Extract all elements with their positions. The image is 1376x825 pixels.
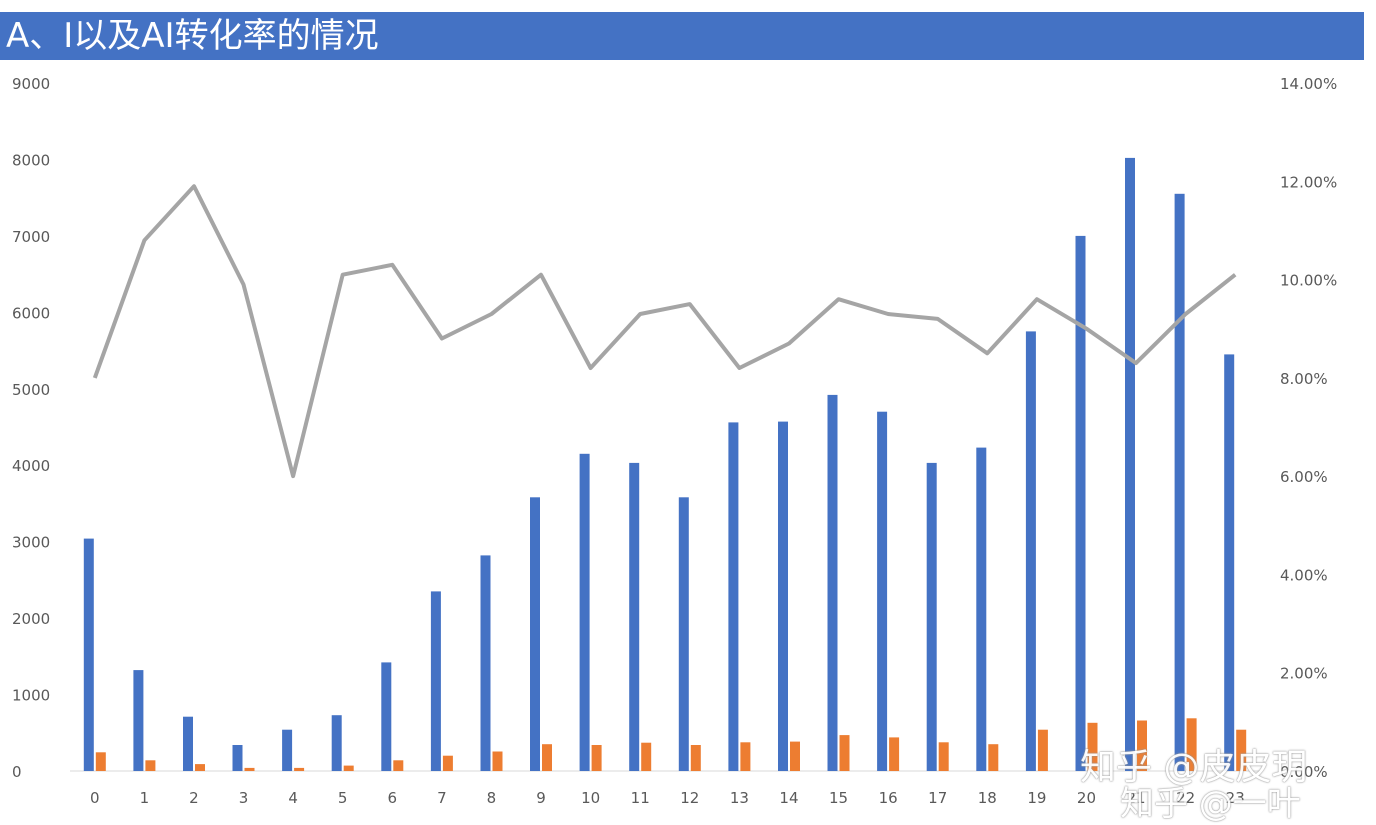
rate-line (92, 184, 1237, 479)
bar-a (678, 497, 689, 771)
y-left-tick-label: 0 (12, 763, 22, 781)
bar-a (926, 462, 937, 771)
bar-a (430, 591, 441, 771)
x-tick-label: 22 (1176, 789, 1195, 807)
bar-i (790, 741, 800, 771)
x-tick-label: 6 (388, 789, 398, 807)
y-left-tick-label: 8000 (12, 151, 50, 169)
bar-a (1025, 331, 1036, 771)
bar-i (641, 742, 652, 771)
bar-a (381, 662, 392, 771)
y-left-tick-label: 9000 (12, 75, 50, 93)
bar-a (1125, 157, 1135, 771)
bar-a (728, 422, 739, 771)
y-left-tick-label: 2000 (12, 610, 50, 628)
bar-i (740, 742, 751, 771)
y-left-tick-label: 6000 (12, 304, 50, 322)
bar-i (889, 737, 900, 771)
bar-a (232, 745, 243, 771)
y-left-tick-label: 5000 (12, 381, 50, 399)
y-right-tick-label: 14.00% (1280, 75, 1337, 93)
bar-a (629, 462, 640, 771)
x-tick-label: 18 (978, 789, 997, 807)
bar-i (938, 742, 949, 771)
y-left-tick-label: 4000 (12, 457, 50, 475)
bar-a (976, 447, 987, 771)
bar-a (530, 497, 540, 771)
bar-a (579, 453, 590, 771)
bar-a (83, 538, 94, 771)
bar-i (393, 760, 404, 771)
x-tick-label: 15 (829, 789, 848, 807)
x-tick-label: 16 (879, 789, 898, 807)
y-right-tick-label: 12.00% (1280, 173, 1337, 191)
bar-i (988, 744, 999, 771)
y-left-tick-label: 1000 (12, 687, 50, 705)
y-right-tick-label: 0.00% (1280, 763, 1328, 781)
y-right-tick-label: 8.00% (1280, 370, 1328, 388)
bar-a (183, 716, 193, 771)
bar-i (145, 760, 156, 771)
x-tick-label: 10 (581, 789, 600, 807)
x-tick-label: 23 (1226, 789, 1245, 807)
y-right-tick-label: 4.00% (1280, 566, 1328, 584)
x-tick-label: 14 (779, 789, 798, 807)
bar-i (492, 751, 503, 771)
x-tick-label: 9 (536, 789, 546, 807)
bar-a (282, 729, 293, 771)
bar-i (294, 767, 305, 771)
y-right-tick-label: 6.00% (1280, 468, 1328, 486)
bar-i (542, 744, 552, 771)
y-right-tick-label: 10.00% (1280, 272, 1337, 290)
bar-a (827, 394, 838, 771)
bar-i (95, 752, 106, 771)
watermark-1: 知乎 @皮皮玥 (1080, 747, 1308, 788)
bar-i (343, 765, 354, 771)
x-tick-label: 8 (487, 789, 497, 807)
bar-a (133, 670, 144, 771)
watermark-2: 知乎 @一叶 (1120, 784, 1301, 824)
bar-i (839, 735, 850, 771)
x-tick-label: 21 (1126, 789, 1145, 807)
bar-a (877, 411, 888, 771)
x-tick-label: 7 (437, 789, 447, 807)
bar-i (1037, 729, 1048, 771)
bar-a (1075, 235, 1086, 771)
bar-i (1186, 718, 1197, 771)
x-tick-label: 12 (680, 789, 699, 807)
bar-i (244, 767, 255, 771)
bar-i (195, 764, 205, 771)
bar-i (1087, 722, 1098, 771)
bar-i (442, 755, 453, 771)
bar-a (1224, 354, 1235, 771)
y-left-tick-label: 7000 (12, 228, 50, 246)
y-right-tick-label: 2.00% (1280, 665, 1328, 683)
bar-a (331, 715, 342, 771)
x-tick-label: 3 (239, 789, 249, 807)
bar-a (1174, 193, 1185, 772)
x-tick-label: 0 (90, 789, 100, 807)
x-tick-label: 4 (288, 789, 298, 807)
title-bar: A、I以及AI转化率的情况 (0, 12, 1364, 60)
x-tick-label: 11 (631, 789, 650, 807)
bar-a (778, 421, 788, 771)
bar-i (1236, 729, 1247, 771)
x-tick-label: 1 (140, 789, 150, 807)
y-left-tick-label: 3000 (12, 534, 50, 552)
x-tick-label: 20 (1077, 789, 1096, 807)
x-tick-label: 19 (1027, 789, 1046, 807)
bar-a (480, 555, 491, 771)
x-tick-label: 5 (338, 789, 348, 807)
x-tick-label: 2 (189, 789, 199, 807)
bar-i (1137, 720, 1147, 771)
x-tick-label: 17 (928, 789, 947, 807)
bar-i (690, 745, 701, 771)
x-tick-label: 13 (730, 789, 749, 807)
bar-i (591, 745, 602, 771)
chart-title: A、I以及AI转化率的情况 (6, 16, 379, 56)
